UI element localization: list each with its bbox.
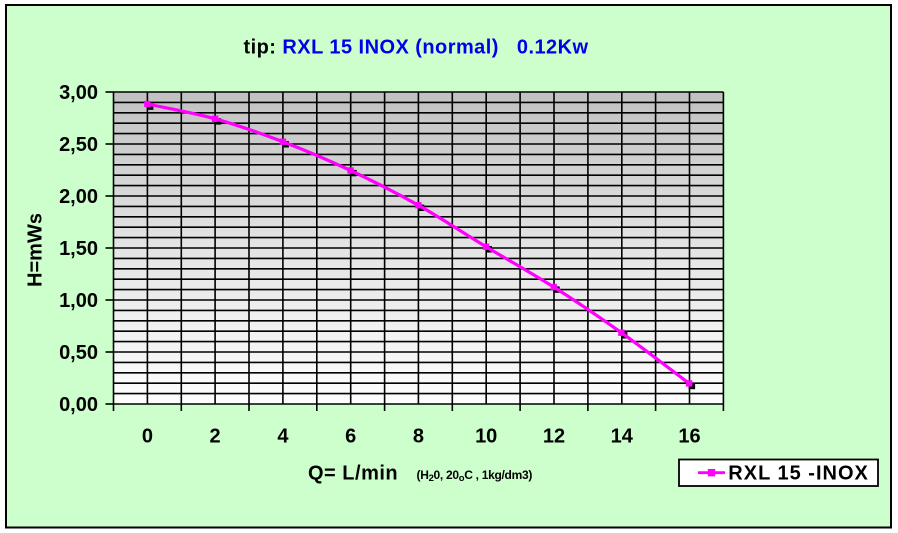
svg-text:2: 2 — [210, 426, 221, 448]
svg-text:2,50: 2,50 — [59, 134, 98, 156]
svg-text:0,50: 0,50 — [59, 342, 98, 364]
svg-text:8: 8 — [413, 426, 424, 448]
svg-text:0,00: 0,00 — [59, 394, 98, 416]
svg-text:RXL 15 -INOX: RXL 15 -INOX — [728, 463, 869, 485]
svg-text:4: 4 — [277, 426, 289, 448]
svg-text:0: 0 — [142, 426, 153, 448]
svg-text:Q= L/min: Q= L/min — [308, 463, 398, 485]
svg-text:12: 12 — [543, 426, 565, 448]
svg-text:16: 16 — [678, 426, 700, 448]
svg-text:3,00: 3,00 — [59, 82, 98, 104]
svg-text:1,00: 1,00 — [59, 290, 98, 312]
svg-text:1,50: 1,50 — [59, 238, 98, 260]
svg-text:14: 14 — [611, 426, 634, 448]
svg-text:tip: RXL 15 INOX (normal) 0.: tip: RXL 15 INOX (normal) 0.12Kw — [244, 37, 589, 59]
svg-text:H=mWs: H=mWs — [25, 213, 47, 287]
svg-text:2,00: 2,00 — [59, 186, 98, 208]
svg-text:(H20, 20oC , 1kg/dm3): (H20, 20oC , 1kg/dm3) — [417, 468, 533, 484]
svg-text:6: 6 — [345, 426, 356, 448]
svg-text:10: 10 — [475, 426, 497, 448]
